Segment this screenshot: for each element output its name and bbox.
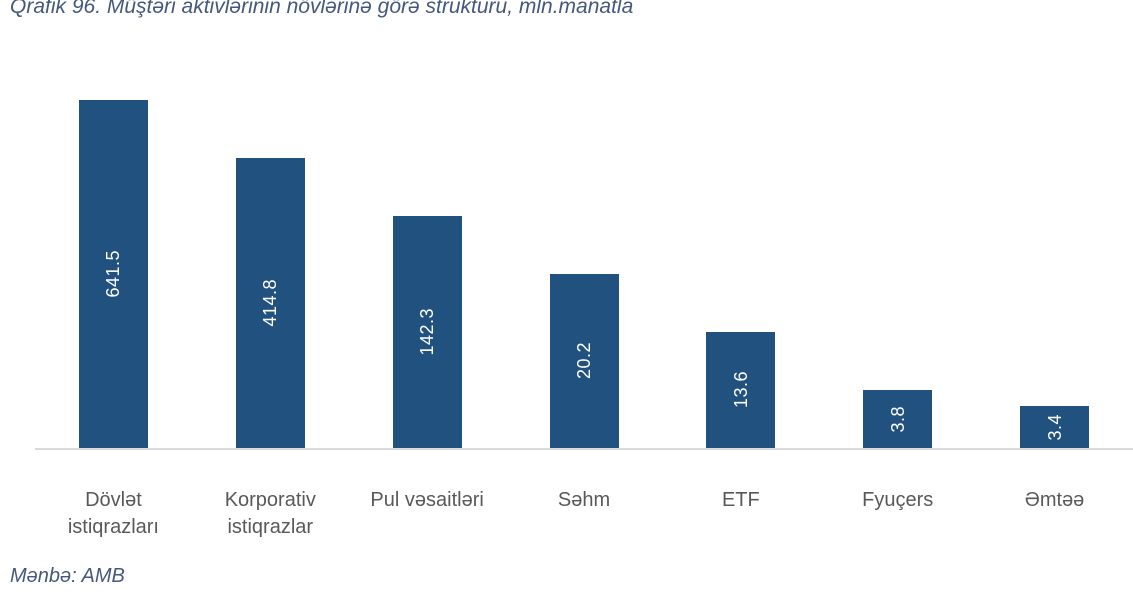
bar-value-label: 142.3 xyxy=(417,308,438,356)
plot-area: 641.5 414.8 142.3 20.2 13.6 3.8 3.4 xyxy=(35,100,1133,450)
category-label: Korporativ istiqrazlar xyxy=(224,489,316,538)
category-label: Əmtəə xyxy=(1024,489,1085,511)
bar-value-label: 13.6 xyxy=(730,371,751,409)
category-label: Pul vəsaitləri xyxy=(370,489,484,511)
category-label: Dövlət istiqrazları xyxy=(67,489,159,538)
category-label: Səhm xyxy=(557,489,611,511)
bar-6: 3.8 xyxy=(863,390,933,448)
bar-value-label: 641.5 xyxy=(103,250,124,298)
source-note: Mənbə: AMB xyxy=(10,565,125,587)
bar-value-label: 3.8 xyxy=(887,405,908,433)
bar-1: 641.5 xyxy=(78,100,148,448)
bar-5: 13.6 xyxy=(706,332,776,448)
bar-2: 414.8 xyxy=(235,158,305,448)
bar-7: 3.4 xyxy=(1020,406,1090,448)
bar-value-label: 414.8 xyxy=(260,279,281,327)
bar-value-label: 20.2 xyxy=(574,342,594,380)
bar-value-label: 3.4 xyxy=(1044,413,1065,441)
category-label: Fyuçers xyxy=(862,489,934,511)
x-axis-line xyxy=(35,448,1133,450)
category-label: ETF xyxy=(721,489,760,511)
bar-4: 20.2 xyxy=(549,274,619,448)
category-labels-row: Dövlət istiqrazları Korporativ istiqrazla… xyxy=(0,487,1133,549)
chart-title: Qrafik 96. Müştəri aktivlərinin növlərin… xyxy=(10,0,634,18)
bar-3: 142.3 xyxy=(392,216,462,448)
